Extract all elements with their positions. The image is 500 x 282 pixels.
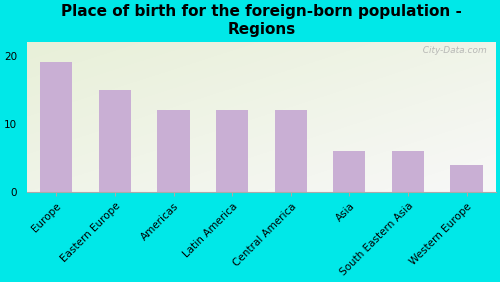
Bar [274,110,307,192]
Bar [158,110,190,192]
Bar [333,151,366,192]
Bar [99,90,131,192]
Bar [40,62,72,192]
Bar [450,165,482,192]
Title: Place of birth for the foreign-born population -
Regions: Place of birth for the foreign-born popu… [61,4,462,37]
Text: City-Data.com: City-Data.com [416,47,486,55]
Bar [392,151,424,192]
Bar [216,110,248,192]
